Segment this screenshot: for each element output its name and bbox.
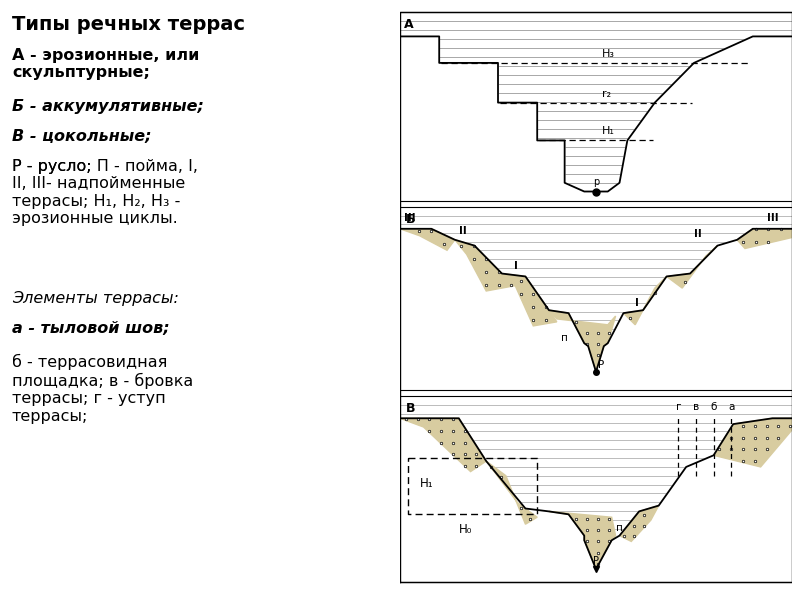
Polygon shape: [400, 418, 792, 582]
Text: I: I: [635, 298, 639, 308]
Text: п: п: [561, 334, 567, 343]
Text: r₂: r₂: [602, 89, 611, 98]
Text: Б - аккумулятивные;: Б - аккумулятивные;: [12, 99, 204, 114]
Polygon shape: [714, 418, 792, 467]
Text: II: II: [459, 226, 466, 236]
Text: п: п: [616, 523, 622, 533]
Text: В - цокольные;: В - цокольные;: [12, 129, 151, 144]
Polygon shape: [400, 12, 792, 201]
Polygon shape: [400, 37, 792, 201]
Text: В: В: [406, 402, 415, 415]
Text: Р - русло;: Р - русло;: [12, 159, 97, 174]
Text: III: III: [404, 214, 415, 223]
Polygon shape: [549, 511, 616, 569]
Polygon shape: [549, 310, 616, 372]
Text: А - эрозионные, или
скульптурные;: А - эрозионные, или скульптурные;: [12, 48, 199, 80]
Polygon shape: [400, 37, 792, 201]
Text: I: I: [514, 262, 518, 271]
Text: б - террасовидная
площадка; в - бровка
террасы; г - уступ
террасы;: б - террасовидная площадка; в - бровка т…: [12, 354, 194, 424]
Text: Р: Р: [598, 360, 604, 370]
Polygon shape: [486, 461, 538, 524]
Polygon shape: [400, 418, 486, 472]
Text: H₀: H₀: [459, 523, 472, 536]
Text: H₁: H₁: [602, 127, 614, 136]
Text: а: а: [728, 403, 734, 412]
Text: H₃: H₃: [602, 49, 615, 59]
Text: p: p: [593, 178, 599, 187]
Text: А: А: [404, 17, 414, 31]
Polygon shape: [455, 240, 518, 291]
Text: г: г: [675, 403, 681, 412]
Text: Элементы террасы:: Элементы террасы:: [12, 291, 179, 306]
Polygon shape: [400, 396, 792, 582]
Text: а - тыловой шов;: а - тыловой шов;: [12, 321, 170, 336]
Text: Р: Р: [593, 556, 599, 566]
Polygon shape: [502, 274, 557, 326]
Text: Б: Б: [406, 212, 415, 226]
Polygon shape: [737, 229, 792, 248]
Polygon shape: [666, 245, 718, 288]
Polygon shape: [400, 207, 792, 390]
Polygon shape: [623, 277, 666, 325]
Text: II: II: [694, 229, 702, 239]
Text: H₁: H₁: [420, 477, 434, 490]
Text: Р - русло; П - пойма, I,
II, III- надпойменные
террасы; H₁, H₂, H₃ -
эрозионные : Р - русло; П - пойма, I, II, III- надпой…: [12, 159, 198, 226]
Polygon shape: [619, 506, 658, 541]
Polygon shape: [400, 229, 455, 250]
Text: III: III: [766, 214, 778, 223]
Polygon shape: [400, 229, 792, 390]
Text: б: б: [710, 403, 717, 412]
Text: в: в: [693, 403, 699, 412]
Text: Типы речных террас: Типы речных террас: [12, 15, 245, 34]
